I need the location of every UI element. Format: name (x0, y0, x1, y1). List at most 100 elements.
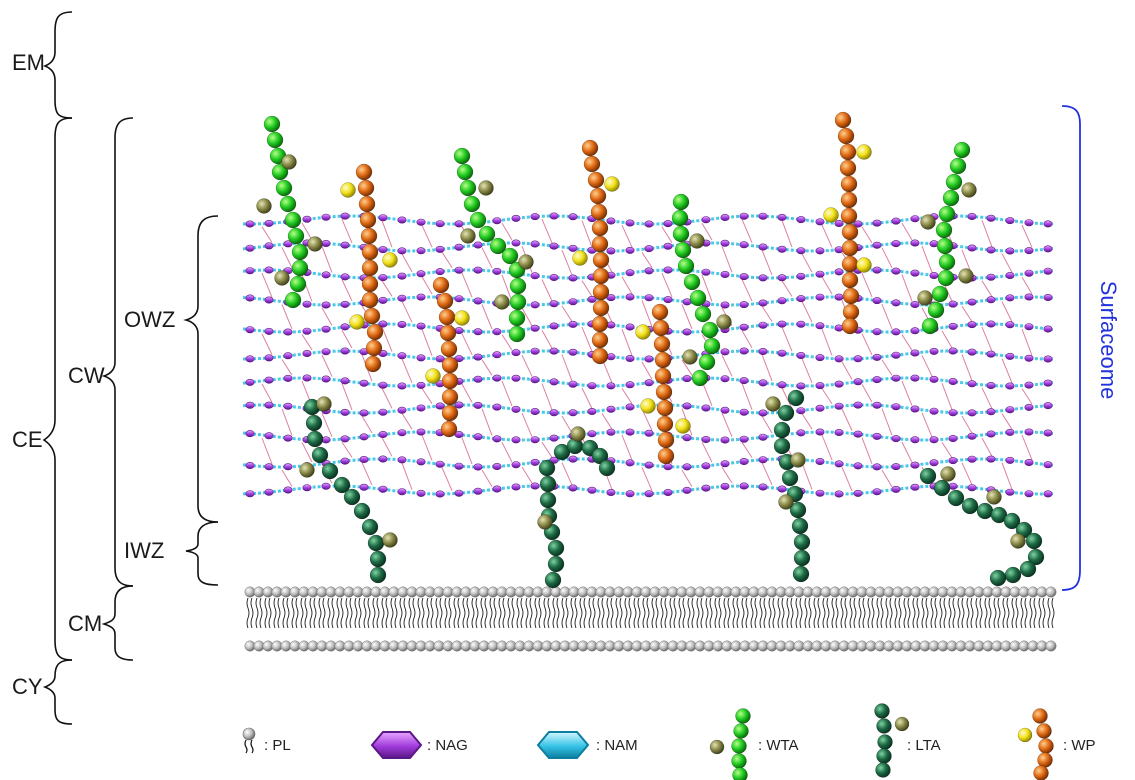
wp-bead (654, 367, 672, 385)
peptide-crosslink (581, 387, 593, 409)
nag-unit (340, 435, 350, 443)
wp-bead (841, 271, 859, 289)
peptide-crosslink (961, 415, 973, 434)
nag-unit (1043, 293, 1053, 301)
wta-bead (289, 275, 307, 293)
nag-unit (625, 381, 635, 389)
nag-unit (549, 409, 559, 417)
lipid-tail (583, 597, 587, 629)
lipid-tail (1047, 597, 1051, 629)
wp-bead (438, 308, 456, 326)
nag-unit (435, 245, 445, 253)
nag-unit (872, 488, 882, 496)
nag-unit (758, 483, 768, 491)
lipid-tail (817, 597, 821, 629)
peptide-crosslink (761, 415, 773, 434)
brace-owz (183, 215, 219, 523)
olive-bead (986, 489, 1002, 505)
nag-unit (397, 294, 407, 302)
nag-unit (302, 349, 312, 357)
wp-bead (592, 251, 610, 269)
nag-unit (568, 274, 578, 282)
nag-unit (701, 462, 711, 470)
nag-unit (397, 320, 407, 328)
peptide-crosslink (261, 437, 273, 465)
lipid-tail (624, 597, 628, 629)
nag-unit (340, 457, 350, 465)
lta-bead (1025, 532, 1043, 550)
nag-unit (321, 348, 331, 356)
sugar-bead (1017, 727, 1033, 743)
nag-unit (891, 267, 901, 275)
peptide-crosslink (481, 469, 493, 487)
lipid-tail (466, 597, 470, 629)
peptide-crosslink (661, 272, 673, 298)
olive-bead (961, 182, 977, 198)
nag-unit (986, 455, 996, 463)
nag-unit (397, 352, 407, 360)
wp-bead (651, 303, 669, 321)
nag-unit (834, 428, 844, 436)
wp-bead (1038, 738, 1054, 754)
wp-bead (360, 227, 378, 245)
wta-bead (463, 195, 481, 213)
nag-unit (1005, 406, 1015, 414)
nag-unit (245, 378, 255, 386)
peptide-crosslink (861, 226, 873, 244)
peptide-crosslink (381, 220, 393, 248)
lipid-tail (246, 597, 250, 629)
wta-chain (256, 115, 323, 309)
nag-unit (910, 405, 920, 413)
wp-bead (1036, 723, 1052, 739)
nag-unit (530, 301, 540, 309)
peptide-crosslink (841, 467, 853, 491)
lipid-tail (615, 597, 619, 629)
nag-unit (492, 462, 502, 470)
lipid-tail (970, 597, 974, 629)
lipid-tail (507, 597, 511, 629)
lipid-tail (322, 597, 326, 629)
nag-unit (416, 428, 426, 436)
peptide-crosslink (321, 246, 333, 273)
peptide-crosslink (921, 412, 933, 438)
nag-unit (397, 382, 407, 390)
peptide-crosslink (401, 358, 413, 384)
nag-unit (283, 402, 293, 410)
lipid-tail (966, 597, 970, 629)
peptide-crosslink (561, 462, 573, 486)
nag-unit (986, 350, 996, 358)
lta-bead (793, 549, 811, 567)
wta-bead (732, 767, 748, 780)
nag-unit (701, 484, 711, 492)
peptide-crosslink (721, 354, 733, 377)
label-iwz: IWZ (124, 538, 164, 563)
wta-chain-icon (709, 708, 751, 780)
peptide-crosslink (341, 219, 353, 244)
lipid-tail (282, 597, 286, 629)
nag-unit (682, 328, 692, 336)
nag-unit (872, 297, 882, 305)
brace-em (42, 11, 73, 119)
nag-unit (739, 301, 749, 309)
lipid-tail (1024, 597, 1028, 629)
surfaceome-bracket (1061, 105, 1081, 591)
peptide-crosslink (421, 276, 433, 295)
nag-unit (264, 219, 274, 227)
nag-unit (758, 347, 768, 355)
wp-bead (590, 203, 608, 221)
nag-unit (644, 245, 654, 253)
nag-unit (416, 404, 426, 412)
nag-unit (530, 272, 540, 280)
nag-unit (568, 484, 578, 492)
nag-unit (359, 483, 369, 491)
nag-unit (739, 482, 749, 490)
lipid-tail (381, 597, 385, 629)
nag-unit (891, 485, 901, 493)
lipid-tail (736, 597, 740, 629)
lipid-tail (358, 597, 362, 629)
nag-unit (853, 378, 863, 386)
nag-unit (663, 242, 673, 250)
wta-bead (694, 305, 712, 323)
nag-unit (986, 320, 996, 328)
nag-unit (834, 380, 844, 388)
